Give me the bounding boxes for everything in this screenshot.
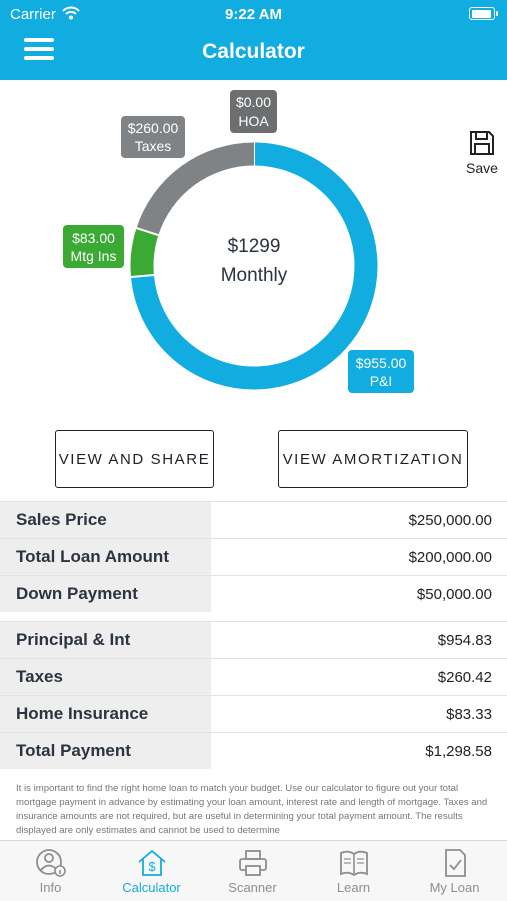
- table-row[interactable]: Down Payment $50,000.00: [0, 575, 507, 612]
- p-and-i-amount: $955.00: [356, 355, 407, 371]
- battery-icon: [469, 7, 498, 20]
- tab-my-loan[interactable]: My Loan: [404, 841, 505, 901]
- tab-label: My Loan: [429, 880, 480, 895]
- tab-label: Scanner: [228, 880, 277, 895]
- center-value: $1299: [228, 236, 281, 257]
- tab-label: Learn: [336, 880, 371, 895]
- disclaimer-text: It is important to find the right home l…: [16, 783, 488, 836]
- hoa-label: HOA: [238, 113, 269, 129]
- row-label: Sales Price: [0, 501, 211, 539]
- page-title: Calculator: [202, 40, 305, 63]
- view-amortization-button[interactable]: VIEW AMORTIZATION: [278, 430, 468, 488]
- tab-learn[interactable]: Learn: [303, 841, 404, 901]
- table-row[interactable]: Taxes $260.42: [0, 658, 507, 696]
- tab-label: Info: [39, 880, 62, 895]
- view-and-share-button[interactable]: VIEW AND SHARE: [55, 430, 214, 488]
- label-hoa: $0.00 HOA: [230, 90, 277, 133]
- status-time: 9:22 AM: [225, 6, 282, 23]
- center-label: Monthly: [221, 265, 288, 286]
- mtg-ins-amount: $83.00: [72, 230, 115, 246]
- row-label: Total Loan Amount: [0, 538, 211, 576]
- document-check-icon: [444, 849, 466, 877]
- donut-slice-separator: [129, 273, 155, 279]
- table-row[interactable]: Total Payment $1,298.58: [0, 732, 507, 769]
- table-row[interactable]: Total Loan Amount $200,000.00: [0, 538, 507, 576]
- payment-breakdown-table: Principal & Int $954.83 Taxes $260.42 Ho…: [0, 621, 507, 769]
- taxes-amount: $260.00: [128, 120, 179, 136]
- row-value: $200,000.00: [211, 538, 507, 576]
- table-row[interactable]: Home Insurance $83.33: [0, 695, 507, 733]
- hamburger-menu-icon[interactable]: [24, 38, 54, 64]
- donut-slice-taxes: [136, 142, 255, 236]
- row-value: $250,000.00: [211, 501, 507, 539]
- donut-slice-p-i: [130, 142, 378, 390]
- row-label: Principal & Int: [0, 621, 211, 659]
- hoa-amount: $0.00: [236, 94, 271, 110]
- save-button[interactable]: Save: [462, 130, 502, 176]
- calculator-house-icon: $: [137, 849, 166, 876]
- row-value: $1,298.58: [211, 732, 507, 769]
- floppy-disk-icon: [470, 131, 494, 155]
- donut-slice-mtg-ins: [130, 228, 159, 278]
- monthly-payment-donut-chart: $1299 Monthly $0.00 HOA $260.00 Taxes $8…: [63, 90, 414, 393]
- tab-bar: Info $ Calculator Scanner Learn: [0, 840, 507, 901]
- svg-text:$: $: [148, 859, 156, 874]
- info-user-icon: [35, 849, 66, 877]
- loan-summary-table: Sales Price $250,000.00 Total Loan Amoun…: [0, 501, 507, 612]
- label-taxes: $260.00 Taxes: [121, 116, 185, 158]
- scanner-icon: [238, 850, 267, 876]
- row-value: $83.33: [211, 695, 507, 733]
- p-and-i-label: P&I: [370, 373, 393, 389]
- book-icon: [339, 850, 368, 877]
- row-value: $954.83: [211, 621, 507, 659]
- app-header: Carrier 9:22 AM Calculator: [0, 0, 507, 80]
- tab-calculator[interactable]: $ Calculator: [101, 841, 202, 901]
- table-row[interactable]: Principal & Int $954.83: [0, 621, 507, 659]
- tab-info[interactable]: Info: [0, 841, 101, 901]
- tab-label: Calculator: [122, 880, 181, 895]
- row-label: Down Payment: [0, 575, 211, 612]
- taxes-label: Taxes: [135, 138, 172, 154]
- label-mtg-ins: $83.00 Mtg Ins: [63, 225, 124, 268]
- wifi-icon: [62, 6, 80, 24]
- table-row[interactable]: Sales Price $250,000.00: [0, 501, 507, 539]
- donut-slice-separator: [135, 226, 160, 237]
- row-value: $260.42: [211, 658, 507, 696]
- row-label: Total Payment: [0, 732, 211, 769]
- save-label: Save: [466, 160, 498, 176]
- row-value: $50,000.00: [211, 575, 507, 612]
- tab-scanner[interactable]: Scanner: [202, 841, 303, 901]
- carrier-label: Carrier: [10, 6, 56, 23]
- mtg-ins-label: Mtg Ins: [71, 248, 117, 264]
- label-p-and-i: $955.00 P&I: [348, 350, 414, 393]
- row-label: Home Insurance: [0, 695, 211, 733]
- row-label: Taxes: [0, 658, 211, 696]
- status-bar: Carrier 9:22 AM: [0, 0, 507, 28]
